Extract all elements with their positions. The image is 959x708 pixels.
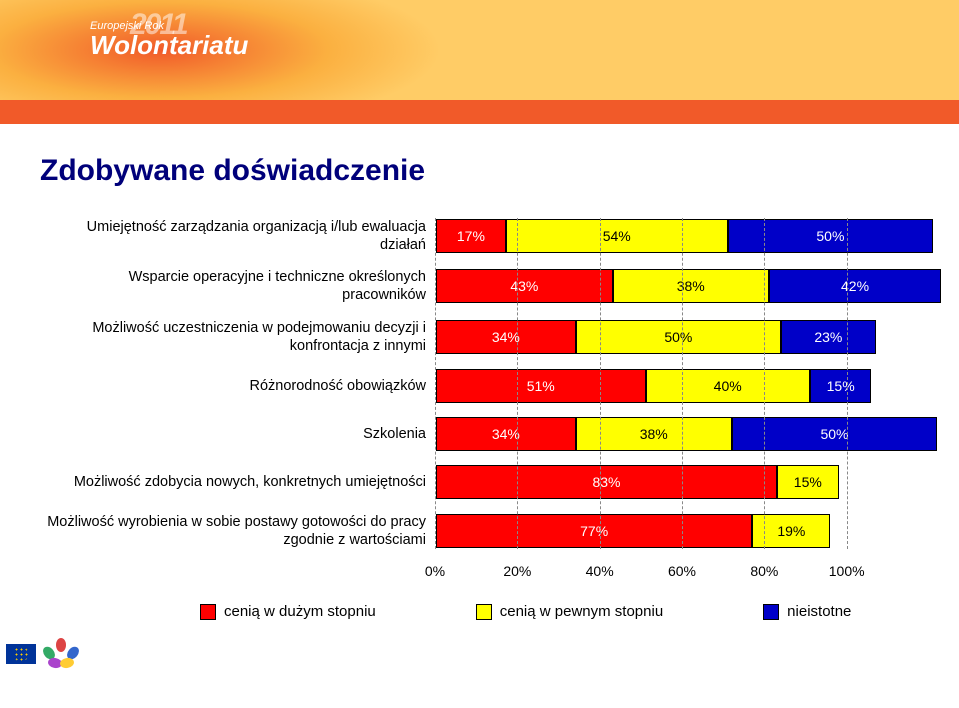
legend-label: nieistotne bbox=[787, 603, 851, 620]
chart-row: Możliwość wyrobienia w sobie postawy got… bbox=[41, 513, 929, 549]
row-label: Różnorodność obowiązków bbox=[41, 377, 436, 395]
axis-tick-label: 20% bbox=[503, 563, 531, 579]
bar-segment: 23% bbox=[781, 320, 875, 354]
footer-strip bbox=[0, 636, 959, 672]
legend-swatch bbox=[200, 604, 216, 620]
chart-rows: Umiejętność zarządzania organizacją i/lu… bbox=[40, 218, 929, 549]
bar-track: 34%38%50% bbox=[436, 417, 929, 451]
axis-tick-label: 40% bbox=[586, 563, 614, 579]
bar-track: 77%19% bbox=[436, 514, 929, 548]
bar-segment: 50% bbox=[576, 320, 781, 354]
chart-row: Umiejętność zarządzania organizacją i/lu… bbox=[41, 218, 929, 254]
bar-segment: 50% bbox=[732, 417, 937, 451]
legend-label: cenią w dużym stopniu bbox=[224, 603, 376, 620]
row-label: Szkolenia bbox=[41, 425, 436, 443]
legend-label: cenią w pewnym stopniu bbox=[500, 603, 663, 620]
bar-segment: 50% bbox=[728, 219, 933, 253]
chart-row: Różnorodność obowiązków51%40%15% bbox=[41, 369, 929, 403]
axis-tick-label: 0% bbox=[425, 563, 445, 579]
bar-segment: 77% bbox=[436, 514, 752, 548]
row-label: Możliwość wyrobienia w sobie postawy got… bbox=[41, 513, 436, 549]
legend-swatch bbox=[763, 604, 779, 620]
bar-segment: 19% bbox=[752, 514, 830, 548]
chart-row: Możliwość zdobycia nowych, konkretnych u… bbox=[41, 465, 929, 499]
bar-segment: 15% bbox=[777, 465, 839, 499]
bar-segment: 40% bbox=[646, 369, 810, 403]
row-label: Możliwość uczestniczenia w podejmowaniu … bbox=[41, 319, 436, 355]
axis-ticks: 0%20%40%60%80%100% bbox=[435, 563, 929, 585]
legend-item: nieistotne bbox=[763, 603, 851, 620]
row-label: Umiejętność zarządzania organizacją i/lu… bbox=[41, 218, 436, 254]
bar-segment: 15% bbox=[810, 369, 872, 403]
bar-segment: 83% bbox=[436, 465, 777, 499]
bar-track: 17%54%50% bbox=[436, 219, 929, 253]
legend-swatch bbox=[476, 604, 492, 620]
header-logo-area: Europejski Rok Wolontariatu bbox=[90, 20, 248, 61]
row-label: Możliwość zdobycia nowych, konkretnych u… bbox=[41, 473, 436, 491]
wolontariat-logo-icon bbox=[42, 638, 82, 670]
bar-track: 83%15% bbox=[436, 465, 929, 499]
bar-segment: 34% bbox=[436, 417, 576, 451]
bar-segment: 51% bbox=[436, 369, 646, 403]
bar-segment: 38% bbox=[576, 417, 732, 451]
axis-tick-label: 60% bbox=[668, 563, 696, 579]
chart-title: Zdobywane doświadczenie bbox=[40, 154, 929, 188]
bar-segment: 34% bbox=[436, 320, 576, 354]
row-label: Wsparcie operacyjne i techniczne określo… bbox=[41, 268, 436, 304]
content: Zdobywane doświadczenie Umiejętność zarz… bbox=[0, 124, 959, 630]
plot-region: Umiejętność zarządzania organizacją i/lu… bbox=[40, 218, 929, 549]
bar-segment: 17% bbox=[436, 219, 506, 253]
axis-tick-label: 100% bbox=[829, 563, 865, 579]
chart-row: Szkolenia34%38%50% bbox=[41, 417, 929, 451]
chart-row: Wsparcie operacyjne i techniczne określo… bbox=[41, 268, 929, 304]
bar-track: 51%40%15% bbox=[436, 369, 929, 403]
bar-track: 34%50%23% bbox=[436, 320, 929, 354]
orange-bar bbox=[0, 100, 959, 124]
bar-segment: 43% bbox=[436, 269, 613, 303]
bar-segment: 54% bbox=[506, 219, 728, 253]
axis-tick-label: 80% bbox=[750, 563, 778, 579]
legend-item: cenią w pewnym stopniu bbox=[476, 603, 663, 620]
x-axis: 0% 20% 40% 60% 80% 100% bbox=[40, 563, 929, 585]
bar-segment: 38% bbox=[613, 269, 769, 303]
legend-item: cenią w dużym stopniu bbox=[200, 603, 376, 620]
bar-track: 43%38%42% bbox=[436, 269, 929, 303]
header-banner: 2011 Europejski Rok Wolontariatu bbox=[0, 0, 959, 100]
bar-segment: 42% bbox=[769, 269, 942, 303]
chart-row: Możliwość uczestniczenia w podejmowaniu … bbox=[41, 319, 929, 355]
legend: cenią w dużym stopniu cenią w pewnym stop… bbox=[40, 603, 929, 620]
header-title: Wolontariatu bbox=[90, 30, 248, 61]
eu-flag-icon bbox=[6, 644, 36, 664]
